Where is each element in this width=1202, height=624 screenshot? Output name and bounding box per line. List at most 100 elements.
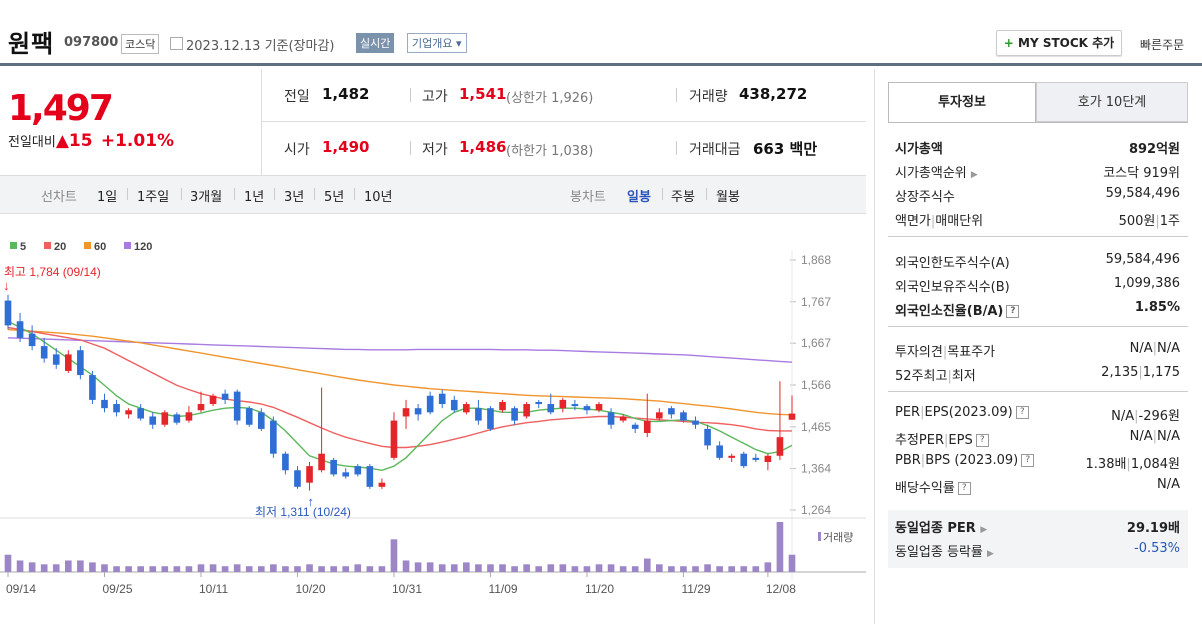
realtime-button[interactable]: 실시간 [356, 33, 395, 53]
prev-value: 1,482 [322, 85, 370, 103]
line-chart-label: 선차트 [41, 190, 77, 205]
prev-label: 전일 [284, 89, 310, 105]
amount-value: 663 백만 [753, 138, 817, 159]
period-1w[interactable]: 1주일 [137, 190, 170, 205]
candle [342, 472, 350, 477]
market-cap-rank[interactable]: 시가총액순위 ▶ [895, 162, 978, 181]
candle [475, 408, 482, 421]
foreign-ratio-value: 1.85% [1134, 300, 1180, 315]
high-label: 고가 [422, 89, 448, 105]
volume-bar [716, 566, 723, 572]
change-value: 15 [68, 131, 93, 151]
period-3m[interactable]: 3개월 [190, 190, 223, 205]
volume-bar [559, 564, 567, 572]
divider [262, 121, 866, 122]
ma5-line [7, 320, 793, 472]
volume-bar [619, 566, 627, 572]
rank-label: 시가총액순위 [895, 166, 967, 181]
up-arrow-icon: ↑ [308, 494, 315, 509]
candle-monthly[interactable]: 월봉 [716, 190, 740, 205]
par-label-2: 매매단위 [935, 214, 984, 229]
x-tick-label: 11/20 [585, 582, 614, 596]
volume-bar [125, 566, 132, 572]
volume-bar [523, 564, 530, 572]
volume-bar [390, 539, 398, 572]
volume-value: 438,272 [739, 85, 808, 103]
help-icon[interactable]: ? [1021, 454, 1035, 467]
volume-bar [318, 566, 325, 572]
volume-bar [209, 564, 217, 572]
legend-swatch [44, 242, 51, 249]
help-icon[interactable]: ? [1015, 406, 1029, 419]
pbr-value-2: 1,084원 [1130, 457, 1180, 472]
period-1y[interactable]: 1년 [244, 190, 265, 205]
candle-daily[interactable]: 일봉 [627, 190, 651, 205]
candle [318, 453, 325, 471]
volume-bar [113, 566, 120, 572]
par-value: 500원|1주 [1118, 214, 1180, 229]
volume-bar [161, 566, 169, 572]
legend-swatch [84, 242, 91, 249]
pbr-label: PBR|BPS (2023.09)? [895, 453, 1035, 468]
volume-bar [52, 564, 60, 572]
volume-bar [680, 566, 687, 572]
tab-invest-info[interactable]: 투자정보 [888, 82, 1036, 122]
tab-orderbook[interactable]: 호가 10단계 [1036, 82, 1188, 122]
help-icon[interactable]: ? [1006, 305, 1020, 318]
candle [270, 420, 277, 454]
price-chart[interactable]: 5 20 60 120 1,868 1,767 1,667 1,566 1,465 1,364 1,… [0, 220, 866, 624]
volume-bar [752, 566, 760, 572]
chevron-right-icon: ▶ [987, 549, 994, 559]
period-5y[interactable]: 5년 [324, 190, 345, 205]
candle-weekly[interactable]: 주봉 [671, 190, 695, 205]
candle [137, 408, 144, 419]
period-10y[interactable]: 10년 [364, 190, 393, 205]
sector-per-value: 29.19배 [1126, 521, 1180, 536]
sector-box [888, 510, 1188, 568]
market-cap-value: 892억원 [1128, 142, 1180, 157]
x-tick-label: 11/29 [681, 582, 710, 596]
candle [402, 408, 410, 417]
volume-bar [692, 566, 699, 572]
volume-bar [511, 566, 518, 572]
foreign-ratio-label: 외국인소진율(B/A)? [895, 300, 1020, 319]
corp-info-dropdown[interactable]: 기업개요 ▾ [407, 33, 467, 53]
candle [716, 445, 723, 458]
opinion-value: N/A|N/A [1129, 341, 1180, 356]
volume-bar [245, 566, 253, 572]
volume-bar [450, 564, 458, 572]
add-mystock-button[interactable]: + MY STOCK 추가 [996, 30, 1122, 56]
volume-bar [185, 566, 193, 572]
x-tick-label: 12/08 [766, 582, 796, 596]
candle [209, 395, 217, 405]
volume-bar [740, 566, 748, 572]
per-label: PER|EPS(2023.09)? [895, 405, 1029, 420]
period-3y[interactable]: 3년 [284, 190, 305, 205]
candle [704, 428, 711, 446]
sector-per-link[interactable]: 동일업종 PER ▶ [895, 517, 987, 536]
shares-label: 상장주식수 [895, 190, 955, 205]
low-label: 저가 [422, 142, 448, 158]
change-label: 전일대비 [8, 135, 56, 150]
volume-bar [197, 564, 205, 572]
y-tick-label: 1,264 [801, 503, 831, 517]
candle [438, 393, 446, 405]
candle [366, 466, 374, 487]
sector-rate-link[interactable]: 동일업종 등락률 ▶ [895, 541, 994, 560]
volume-bar [426, 562, 434, 572]
candle [306, 466, 313, 483]
period-1d[interactable]: 1일 [97, 190, 118, 205]
foreign-limit-value: 59,584,496 [1105, 252, 1180, 267]
help-icon[interactable]: ? [957, 482, 971, 495]
div-value: N/A [1157, 477, 1180, 492]
candle [16, 321, 24, 338]
foreign-ratio-text: 외국인소진율(B/A) [895, 304, 1004, 319]
help-icon[interactable]: ? [975, 434, 989, 447]
candle [764, 455, 772, 462]
candle [728, 455, 736, 458]
volume-bar [595, 564, 603, 572]
div-label: 배당수익률? [895, 477, 971, 496]
volume-bar [704, 564, 711, 572]
quick-order-link[interactable]: 빠른주문 [1140, 38, 1185, 52]
x-tick-label: 10/11 [199, 582, 228, 596]
